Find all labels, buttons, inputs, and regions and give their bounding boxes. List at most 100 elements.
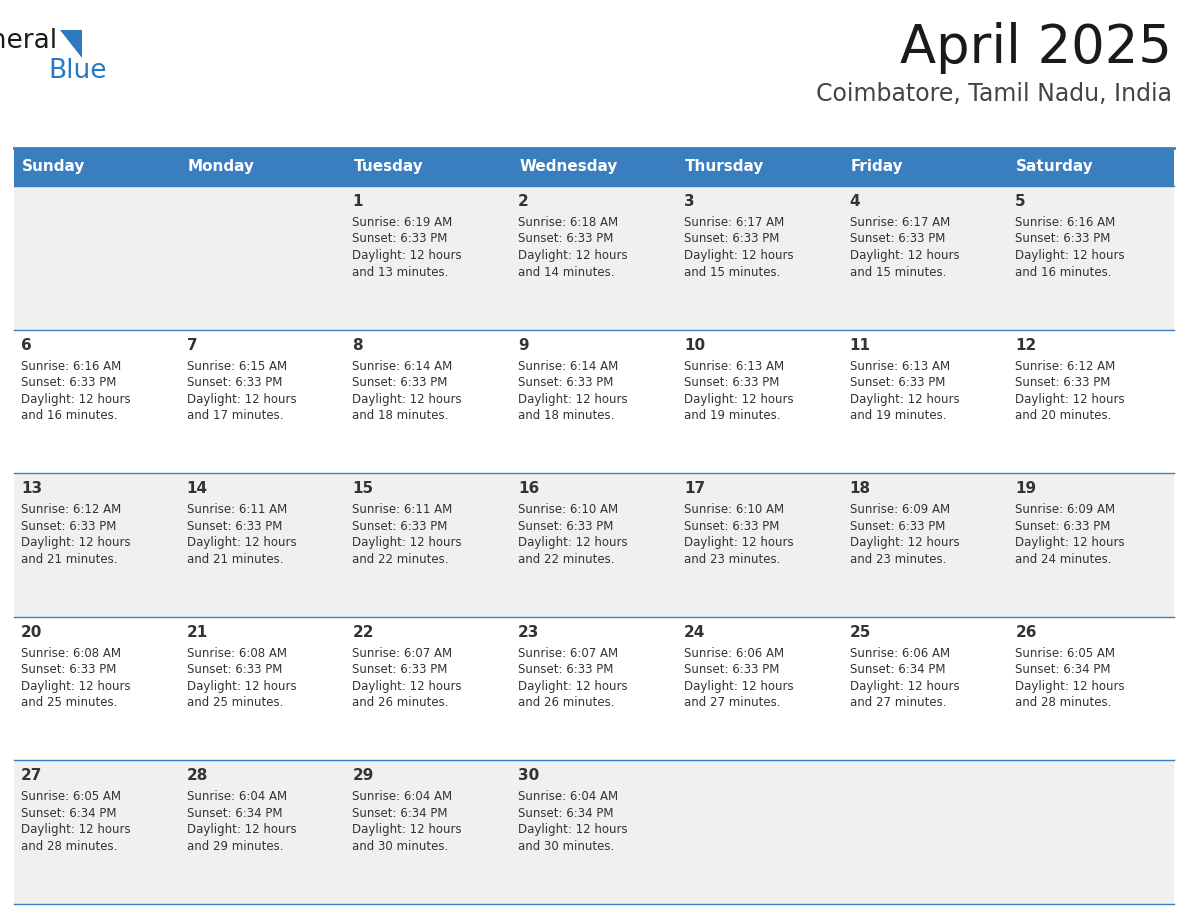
Text: Daylight: 12 hours: Daylight: 12 hours (849, 393, 959, 406)
Text: and 23 minutes.: and 23 minutes. (684, 553, 781, 565)
Text: Sunrise: 6:16 AM: Sunrise: 6:16 AM (1016, 216, 1116, 229)
Text: Daylight: 12 hours: Daylight: 12 hours (21, 536, 131, 549)
Text: 25: 25 (849, 625, 871, 640)
Bar (14, 330, 179, 473)
Text: and 25 minutes.: and 25 minutes. (187, 696, 283, 710)
Text: Sunrise: 6:05 AM: Sunrise: 6:05 AM (1016, 647, 1116, 660)
Text: Sunrise: 6:15 AM: Sunrise: 6:15 AM (187, 360, 286, 373)
Text: Sunset: 6:33 PM: Sunset: 6:33 PM (21, 376, 116, 389)
Bar (14, 186, 179, 330)
Text: Sunrise: 6:09 AM: Sunrise: 6:09 AM (849, 503, 949, 516)
Bar (677, 186, 842, 330)
Text: and 21 minutes.: and 21 minutes. (187, 553, 283, 565)
Text: Sunset: 6:33 PM: Sunset: 6:33 PM (684, 232, 779, 245)
Text: Friday: Friday (851, 160, 903, 174)
Text: Sunset: 6:33 PM: Sunset: 6:33 PM (518, 376, 613, 389)
Text: Sunset: 6:33 PM: Sunset: 6:33 PM (353, 664, 448, 677)
Bar (179, 186, 346, 330)
Text: Sunrise: 6:16 AM: Sunrise: 6:16 AM (21, 360, 121, 373)
Text: Daylight: 12 hours: Daylight: 12 hours (849, 680, 959, 693)
Text: 20: 20 (21, 625, 43, 640)
Text: Daylight: 12 hours: Daylight: 12 hours (353, 393, 462, 406)
Bar (677, 617, 842, 760)
Text: and 22 minutes.: and 22 minutes. (353, 553, 449, 565)
Text: Sunrise: 6:06 AM: Sunrise: 6:06 AM (684, 647, 784, 660)
Text: Daylight: 12 hours: Daylight: 12 hours (684, 393, 794, 406)
Text: 7: 7 (187, 338, 197, 353)
Text: 24: 24 (684, 625, 706, 640)
Bar (179, 760, 346, 904)
Text: Daylight: 12 hours: Daylight: 12 hours (187, 823, 296, 836)
Bar (1009, 760, 1174, 904)
Text: 22: 22 (353, 625, 374, 640)
Bar (14, 617, 179, 760)
Text: Daylight: 12 hours: Daylight: 12 hours (21, 393, 131, 406)
Text: 15: 15 (353, 481, 373, 497)
Bar (842, 473, 1009, 617)
Text: Sunset: 6:33 PM: Sunset: 6:33 PM (849, 376, 944, 389)
Text: 4: 4 (849, 194, 860, 209)
Text: Daylight: 12 hours: Daylight: 12 hours (21, 680, 131, 693)
Text: April 2025: April 2025 (901, 22, 1173, 74)
Text: Sunrise: 6:13 AM: Sunrise: 6:13 AM (849, 360, 949, 373)
Bar (14, 760, 179, 904)
Text: and 17 minutes.: and 17 minutes. (187, 409, 283, 422)
Text: Daylight: 12 hours: Daylight: 12 hours (684, 249, 794, 262)
Text: Daylight: 12 hours: Daylight: 12 hours (518, 823, 627, 836)
Text: and 26 minutes.: and 26 minutes. (353, 696, 449, 710)
Text: Thursday: Thursday (684, 160, 764, 174)
Text: Sunset: 6:33 PM: Sunset: 6:33 PM (21, 664, 116, 677)
Text: Daylight: 12 hours: Daylight: 12 hours (353, 823, 462, 836)
Bar (677, 330, 842, 473)
Text: Daylight: 12 hours: Daylight: 12 hours (1016, 393, 1125, 406)
Text: and 13 minutes.: and 13 minutes. (353, 265, 449, 278)
Text: and 19 minutes.: and 19 minutes. (849, 409, 946, 422)
Text: Daylight: 12 hours: Daylight: 12 hours (1016, 680, 1125, 693)
Text: 8: 8 (353, 338, 364, 353)
Text: and 27 minutes.: and 27 minutes. (849, 696, 946, 710)
Text: Sunrise: 6:12 AM: Sunrise: 6:12 AM (21, 503, 121, 516)
Text: Daylight: 12 hours: Daylight: 12 hours (518, 393, 627, 406)
Text: Daylight: 12 hours: Daylight: 12 hours (353, 249, 462, 262)
Bar (1009, 330, 1174, 473)
Bar (511, 760, 677, 904)
Text: Sunrise: 6:13 AM: Sunrise: 6:13 AM (684, 360, 784, 373)
Text: Daylight: 12 hours: Daylight: 12 hours (518, 680, 627, 693)
Text: Sunrise: 6:14 AM: Sunrise: 6:14 AM (353, 360, 453, 373)
Text: Daylight: 12 hours: Daylight: 12 hours (518, 536, 627, 549)
Text: 18: 18 (849, 481, 871, 497)
Bar (346, 330, 511, 473)
Bar (511, 473, 677, 617)
Text: Sunset: 6:33 PM: Sunset: 6:33 PM (21, 520, 116, 532)
Text: and 28 minutes.: and 28 minutes. (1016, 696, 1112, 710)
Bar (346, 473, 511, 617)
Text: 28: 28 (187, 768, 208, 783)
Bar (179, 617, 346, 760)
Text: Daylight: 12 hours: Daylight: 12 hours (684, 536, 794, 549)
Text: Daylight: 12 hours: Daylight: 12 hours (849, 249, 959, 262)
Text: Sunset: 6:34 PM: Sunset: 6:34 PM (21, 807, 116, 820)
Text: Daylight: 12 hours: Daylight: 12 hours (1016, 536, 1125, 549)
Text: and 25 minutes.: and 25 minutes. (21, 696, 118, 710)
Text: 13: 13 (21, 481, 42, 497)
Text: and 22 minutes.: and 22 minutes. (518, 553, 614, 565)
Bar (14, 148, 1174, 186)
Text: Sunset: 6:33 PM: Sunset: 6:33 PM (187, 376, 282, 389)
Text: Sunset: 6:33 PM: Sunset: 6:33 PM (353, 376, 448, 389)
Text: Sunrise: 6:09 AM: Sunrise: 6:09 AM (1016, 503, 1116, 516)
Text: Sunrise: 6:17 AM: Sunrise: 6:17 AM (849, 216, 950, 229)
Text: 10: 10 (684, 338, 704, 353)
Text: Daylight: 12 hours: Daylight: 12 hours (353, 680, 462, 693)
Text: 30: 30 (518, 768, 539, 783)
Text: and 16 minutes.: and 16 minutes. (1016, 265, 1112, 278)
Text: and 27 minutes.: and 27 minutes. (684, 696, 781, 710)
Text: and 23 minutes.: and 23 minutes. (849, 553, 946, 565)
Text: Sunrise: 6:06 AM: Sunrise: 6:06 AM (849, 647, 949, 660)
Text: Sunrise: 6:11 AM: Sunrise: 6:11 AM (353, 503, 453, 516)
Text: Sunset: 6:34 PM: Sunset: 6:34 PM (187, 807, 283, 820)
Text: 23: 23 (518, 625, 539, 640)
Text: and 18 minutes.: and 18 minutes. (353, 409, 449, 422)
Text: Sunrise: 6:08 AM: Sunrise: 6:08 AM (21, 647, 121, 660)
Text: Sunset: 6:33 PM: Sunset: 6:33 PM (518, 664, 613, 677)
Bar (1009, 617, 1174, 760)
